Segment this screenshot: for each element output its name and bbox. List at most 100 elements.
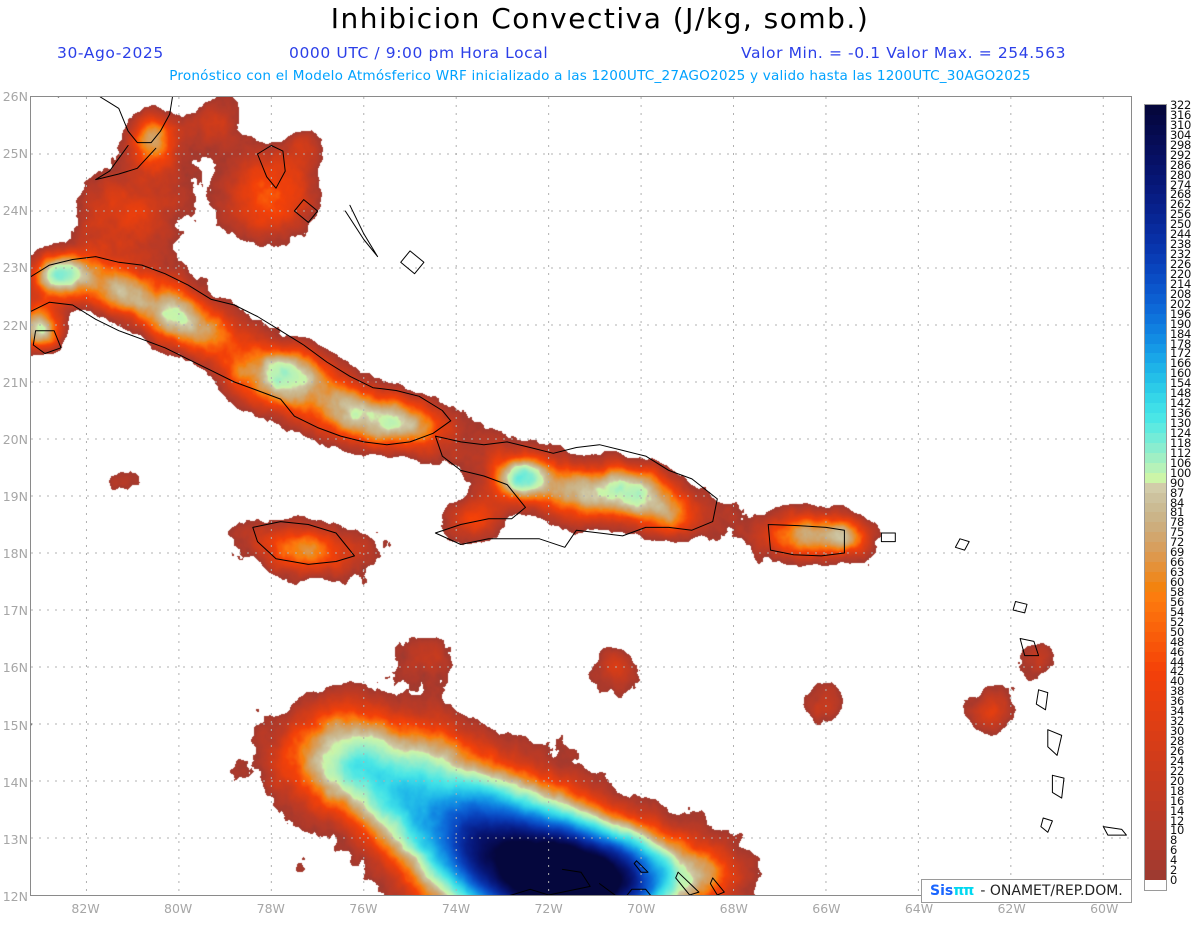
lat-tick-14n: 14N <box>2 774 28 790</box>
colorbar-cell: 274 <box>1145 178 1191 195</box>
colorbar-tick: 60 <box>1170 575 1185 589</box>
colorbar-cell: 6 <box>1145 843 1177 861</box>
colorbar-tick: 34 <box>1170 704 1185 719</box>
colorbar-tick: 58 <box>1170 584 1185 599</box>
colorbar-tick: 22 <box>1170 763 1185 778</box>
colorbar-cell: 78 <box>1145 515 1184 533</box>
colorbar-tick: 244 <box>1170 227 1192 242</box>
colorbar-tick: 46 <box>1170 644 1185 659</box>
colorbar-cell: 262 <box>1145 197 1191 215</box>
colorbar-tick: 130 <box>1170 416 1192 430</box>
cin-shaded-field <box>31 97 1131 895</box>
colorbar-cell: 316 <box>1145 108 1191 125</box>
colorbar-cell: 50 <box>1145 625 1184 642</box>
colorbar-cell: 190 <box>1145 317 1191 334</box>
colorbar-tick: 112 <box>1170 445 1192 460</box>
colorbar-cell: 142 <box>1145 396 1191 414</box>
colorbar-cell: 14 <box>1145 804 1184 821</box>
colorbar-tick: 81 <box>1170 505 1185 520</box>
colorbar-tick: 202 <box>1170 296 1192 311</box>
colorbar-cell: 40 <box>1145 674 1184 692</box>
lat-tick-17n: 17N <box>2 603 28 619</box>
colorbar-tick: 256 <box>1170 207 1192 222</box>
colorbar-tick: 16 <box>1170 793 1185 808</box>
colorbar-cell: 46 <box>1145 645 1184 662</box>
colorbar-tick: 52 <box>1170 614 1185 629</box>
page-title: Inhibicion Convectiva (J/kg, somb.) <box>330 2 870 35</box>
colorbar-tick: 178 <box>1170 336 1192 351</box>
colorbar-tick: 142 <box>1170 396 1192 411</box>
colorbar-cell: 166 <box>1145 356 1191 374</box>
colorbar-tick: 208 <box>1170 286 1192 301</box>
colorbar-cell: 58 <box>1145 585 1184 602</box>
colorbar-tick: 72 <box>1170 535 1185 550</box>
colorbar-tick: 38 <box>1170 684 1185 699</box>
lat-tick-25n: 25N <box>2 146 28 162</box>
colorbar-cell: 81 <box>1145 505 1184 523</box>
lat-tick-12n: 12N <box>2 889 28 904</box>
colorbar-cell: 292 <box>1145 148 1191 165</box>
colorbar-cell: 52 <box>1145 615 1184 632</box>
colorbar-cell: 226 <box>1145 257 1191 274</box>
colorbar-tick: 28 <box>1170 734 1185 748</box>
lat-tick-16n: 16N <box>2 660 28 676</box>
colorbar-cell: 118 <box>1145 436 1191 453</box>
colorbar-cell: 202 <box>1145 297 1191 314</box>
colorbar-tick: 292 <box>1170 147 1192 162</box>
colorbar-cell: 2 <box>1145 863 1177 881</box>
colorbar-cell: 106 <box>1145 456 1191 473</box>
colorbar-tick: 136 <box>1170 406 1192 421</box>
colorbar-cell: 36 <box>1145 694 1184 712</box>
lon-tick-70w: 70W <box>627 901 656 916</box>
colorbar-tick: 20 <box>1170 773 1185 788</box>
sis-logo-text: Sis <box>930 883 954 899</box>
colorbar-tick: 124 <box>1170 425 1192 440</box>
lon-tick-78w: 78W <box>256 901 285 916</box>
lat-tick-21n: 21N <box>2 374 28 390</box>
colorbar-tick: 190 <box>1170 316 1192 331</box>
colorbar-tick: 84 <box>1170 495 1185 510</box>
colorbar-cell: 160 <box>1145 366 1191 384</box>
colorbar-cell: 130 <box>1145 416 1191 433</box>
colorbar-tick: 75 <box>1170 525 1185 540</box>
colorbar-cell: 322 <box>1145 98 1191 115</box>
colorbar-cell: 298 <box>1145 138 1191 155</box>
colorbar-cell: 66 <box>1145 555 1184 573</box>
colorbar-cell: 84 <box>1145 496 1184 513</box>
map-plot-area <box>30 96 1132 896</box>
colorbar-tick: 184 <box>1170 326 1192 341</box>
colorbar-tick: 262 <box>1170 197 1192 212</box>
colorbar-cell: 20 <box>1145 774 1184 791</box>
colorbar-tick: 166 <box>1170 356 1192 371</box>
colorbar-tick: 118 <box>1170 435 1192 450</box>
lat-tick-15n: 15N <box>2 717 28 733</box>
colorbar-cell: 214 <box>1145 277 1191 294</box>
colorbar-cell: 100 <box>1145 466 1191 483</box>
colorbar-cell: 196 <box>1145 307 1191 324</box>
forecast-time: 0000 UTC / 9:00 pm Hora Local <box>289 44 549 62</box>
colorbar-cell: 280 <box>1145 168 1191 185</box>
colorbar-cell: 22 <box>1145 764 1184 781</box>
colorbar-cell: 244 <box>1145 227 1191 245</box>
organization-label: - ONAMET/REP.DOM. <box>980 883 1123 899</box>
colorbar-tick: 63 <box>1170 565 1185 580</box>
colorbar-tick: 226 <box>1170 257 1192 271</box>
lat-tick-13n: 13N <box>2 831 28 847</box>
colorbar-tick: 322 <box>1170 98 1192 112</box>
colorbar-tick: 44 <box>1170 654 1185 669</box>
colorbar-cell: 42 <box>1145 664 1184 682</box>
lon-tick-60w: 60W <box>1090 901 1119 916</box>
colorbar-tick: 8 <box>1170 833 1178 848</box>
colorbar-tick: 56 <box>1170 594 1185 609</box>
colorbar-tick: 14 <box>1170 803 1185 818</box>
colorbar-cell: 304 <box>1145 128 1191 145</box>
lon-tick-74w: 74W <box>441 901 471 916</box>
colorbar-tick: 220 <box>1170 266 1192 281</box>
colorbar-cell: 208 <box>1145 287 1191 304</box>
colorbar-cell: 136 <box>1145 406 1191 423</box>
colorbar-tick: 4 <box>1170 853 1178 868</box>
colorbar-tick: 30 <box>1170 724 1185 739</box>
attribution-badge: Sis ππ - ONAMET/REP.DOM. <box>921 879 1132 903</box>
colorbar-cell: 178 <box>1145 337 1191 354</box>
colorbar-cell: 124 <box>1145 426 1191 443</box>
